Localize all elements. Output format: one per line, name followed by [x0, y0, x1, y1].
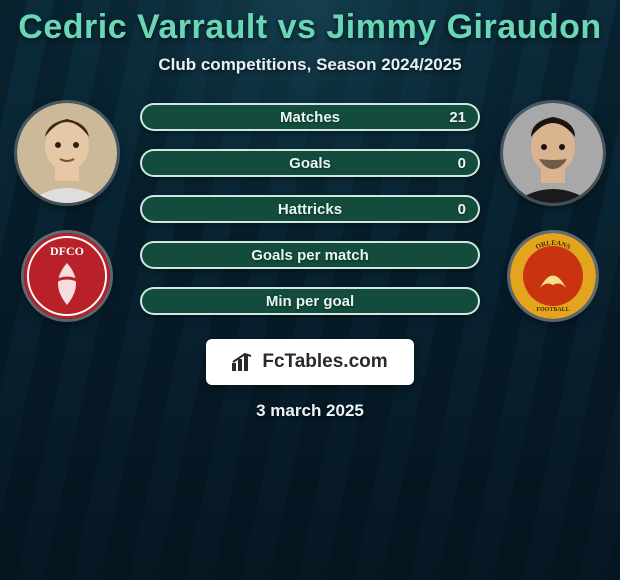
- stat-value-right: 0: [444, 195, 480, 223]
- brand-badge: FcTables.com: [206, 339, 413, 385]
- right-side: ORLEANS FOOTBALL: [498, 103, 608, 319]
- stat-label: Goals per match: [251, 247, 369, 264]
- stat-label: Goals: [289, 155, 331, 172]
- stat-label: Hattricks: [278, 201, 342, 218]
- stat-value-left: [140, 287, 168, 315]
- brand-text: FcTables.com: [262, 351, 387, 373]
- stat-bars: Matches 21 Goals 0 Hattricks 0 Goals per match…: [140, 103, 480, 315]
- stat-pill: Matches 21: [140, 103, 480, 131]
- stat-pill: Goals 0: [140, 149, 480, 177]
- player-right-avatar: [503, 103, 603, 203]
- stat-value-right: 21: [435, 103, 480, 131]
- player-left-avatar: [17, 103, 117, 203]
- stat-label: Min per goal: [266, 293, 354, 310]
- stat-value-right: 0: [444, 149, 480, 177]
- stat-value-right: [452, 287, 480, 315]
- stat-value-left: [140, 103, 168, 131]
- comparison-row: DFCO Matches 21 Goals 0 Hattricks 0 Goals per …: [0, 103, 620, 319]
- stat-label: Matches: [280, 109, 340, 126]
- stat-value-left: [140, 149, 168, 177]
- left-side: DFCO: [12, 103, 122, 319]
- page-title: Cedric Varrault vs Jimmy Giraudon: [18, 8, 601, 47]
- page-subtitle: Club competitions, Season 2024/2025: [158, 55, 461, 75]
- stat-pill: Hattricks 0: [140, 195, 480, 223]
- date-text: 3 march 2025: [256, 401, 364, 421]
- stat-pill: Goals per match: [140, 241, 480, 269]
- club-right-badge-icon: ORLEANS FOOTBALL: [510, 233, 596, 319]
- club-left-badge-icon: DFCO: [24, 233, 110, 319]
- content-root: Cedric Varrault vs Jimmy Giraudon Club c…: [0, 0, 620, 580]
- stat-value-left: [140, 241, 168, 269]
- club-left-badge: DFCO: [24, 233, 110, 319]
- stat-value-left: [140, 195, 168, 223]
- player-right-face-icon: [503, 103, 603, 203]
- bar-chart-icon: [232, 353, 254, 371]
- club-left-code: DFCO: [50, 244, 84, 258]
- club-right-text-bottom: FOOTBALL: [536, 307, 569, 313]
- club-right-badge: ORLEANS FOOTBALL: [510, 233, 596, 319]
- player-left-face-icon: [17, 103, 117, 203]
- stat-pill: Min per goal: [140, 287, 480, 315]
- stat-value-right: [452, 241, 480, 269]
